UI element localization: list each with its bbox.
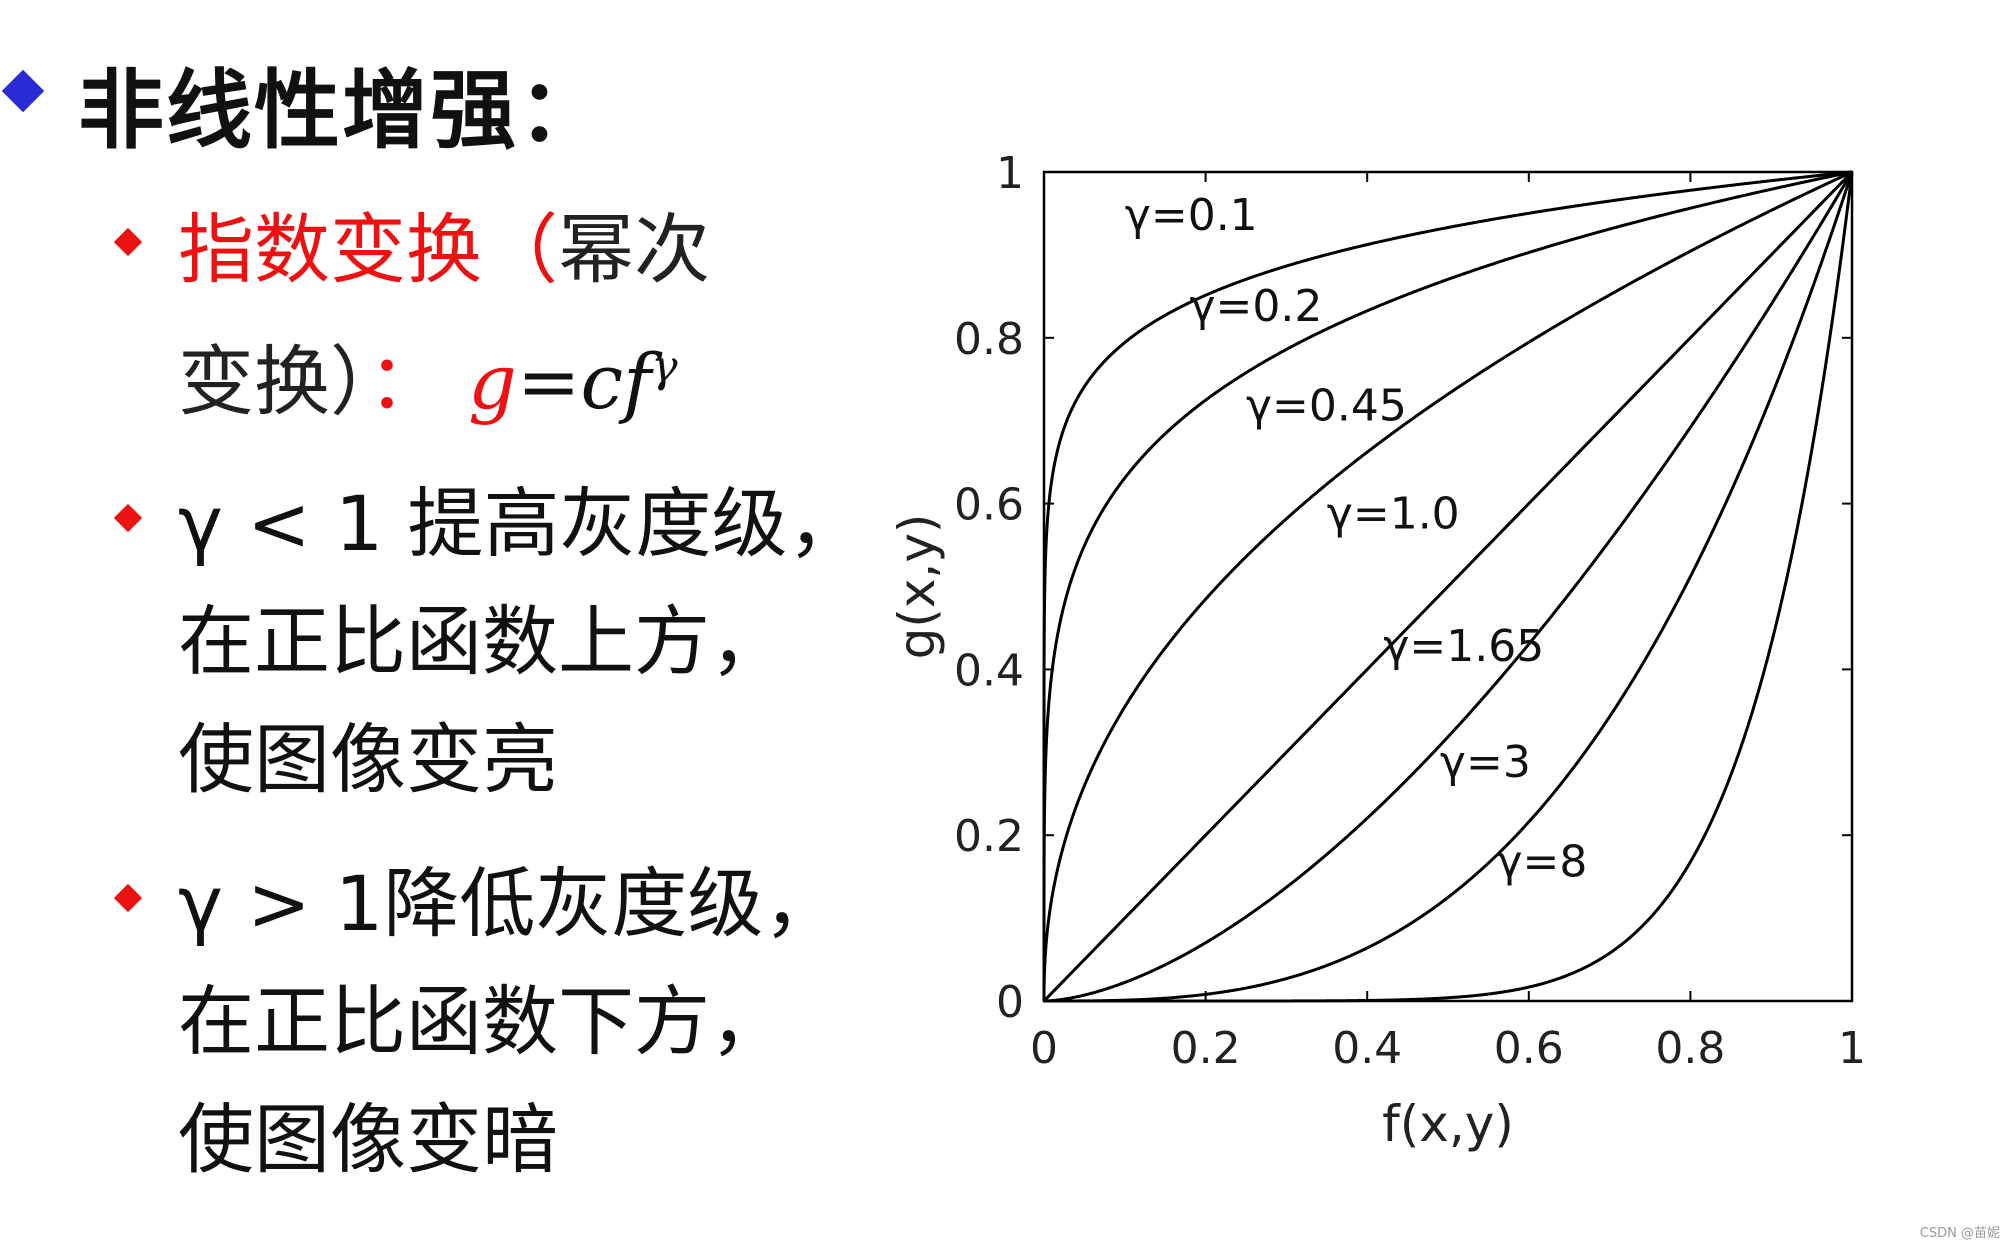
- x-tick-label: 0.4: [1332, 1023, 1402, 1074]
- bullet-1-part-1: 指数变换（: [178, 205, 558, 294]
- x-tick-label: 0.8: [1655, 1023, 1725, 1074]
- series-label: γ=0.2: [1189, 281, 1322, 332]
- y-axis-label: g(x,y): [888, 514, 946, 660]
- series-label: γ=1.65: [1383, 621, 1544, 672]
- watermark: CSDN @苗妮: [1919, 1226, 2000, 1241]
- bullet-3-line-3: 使图像变暗: [178, 1095, 558, 1184]
- x-tick-label: 0.6: [1494, 1023, 1564, 1074]
- y-tick-label: 0.2: [954, 811, 1024, 862]
- slide-title: 非线性增强：: [78, 61, 606, 161]
- series-label: γ=1.0: [1327, 488, 1460, 539]
- bullet-2-line-2: 在正比函数上方，: [178, 597, 786, 686]
- bullet-1-line-2: 变换）： g=cfγ: [178, 320, 678, 430]
- series-line: [1044, 171, 1854, 1003]
- series-line: [1042, 170, 1854, 1003]
- formula-cf: cf: [580, 337, 652, 426]
- x-tick-label: 0: [1030, 1023, 1058, 1074]
- y-tick-label: 0.8: [954, 314, 1024, 365]
- bullet-1-part-3: 变换）: [178, 337, 368, 426]
- bullet-1-part-4: ：: [368, 337, 444, 426]
- x-tick-label: 0.2: [1171, 1023, 1241, 1074]
- formula-g: g: [468, 337, 517, 426]
- bullet-1-line-1: 指数变换（幂次: [178, 188, 710, 298]
- series-line: [1042, 170, 1853, 1001]
- x-tick-label: 1: [1838, 1023, 1866, 1074]
- bullet-3-line-1: γ > 1降低灰度级，: [178, 859, 840, 948]
- y-tick-label: 0.4: [954, 645, 1024, 696]
- series-line: [1042, 170, 1853, 1001]
- formula-equals: =: [516, 337, 581, 426]
- series-line: [1042, 170, 1853, 1001]
- series-label: γ=0.45: [1246, 381, 1407, 432]
- series-label: γ=8: [1496, 837, 1587, 888]
- series-line: [1043, 171, 1854, 1003]
- bullet-3-line-2: 在正比函数下方，: [178, 977, 786, 1066]
- series-label: γ=3: [1440, 737, 1531, 788]
- y-tick-label: 0: [996, 977, 1024, 1028]
- x-axis-label: f(x,y): [1382, 1095, 1514, 1153]
- formula-gamma: γ: [651, 341, 678, 393]
- y-tick-label: 1: [996, 148, 1024, 199]
- series-label: γ=0.1: [1125, 190, 1258, 241]
- bullet-2-line-3: 使图像变亮: [178, 715, 558, 804]
- series-line: [1044, 171, 1854, 1003]
- bullet-2-line-1: γ < 1 提高灰度级，: [178, 479, 864, 568]
- y-tick-label: 0.6: [954, 480, 1024, 531]
- bullet-1-part-2: 幂次: [558, 205, 710, 294]
